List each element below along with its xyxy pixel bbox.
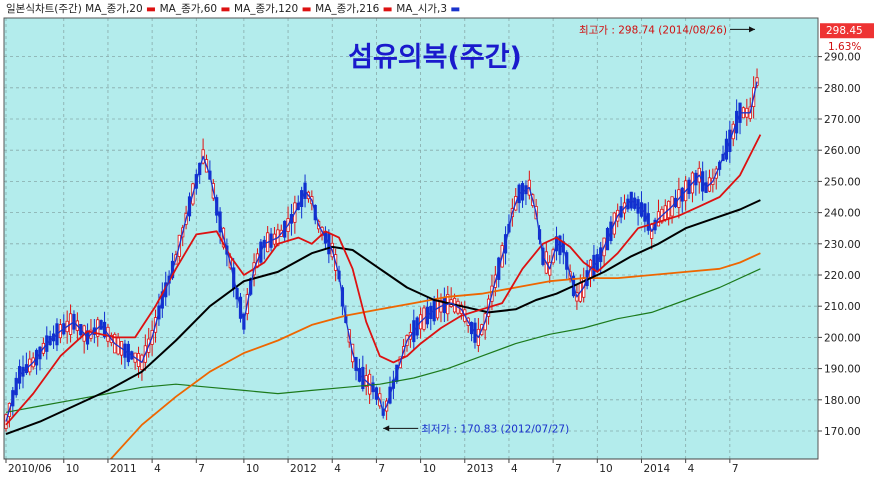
x-tick-label: 2012 bbox=[290, 463, 317, 475]
price-change-label: 1.63% bbox=[828, 41, 861, 53]
legend-swatch: ▬ bbox=[450, 3, 460, 15]
series-line-ma60 bbox=[5, 199, 761, 436]
y-tick-label: 260.00 bbox=[824, 145, 861, 157]
x-tick-label: 4 bbox=[334, 463, 341, 475]
x-tick-label: 7 bbox=[378, 463, 385, 475]
legend-prefix: 일본식차트(주간) bbox=[6, 2, 85, 15]
x-tick-label: 10 bbox=[66, 463, 79, 475]
y-tick-label: 170.00 bbox=[824, 426, 861, 438]
candle-body bbox=[755, 77, 759, 86]
high-arrow-head bbox=[749, 26, 756, 33]
x-axis: 2010/06 10 2011 4 7 10 2012 4 7 10 2013 4 7 10 2014 4 7 bbox=[4, 458, 818, 475]
high-annotation: 최고가 : 298.74 (2014/08/26) bbox=[579, 24, 727, 36]
x-tick-label: 2013 bbox=[467, 463, 494, 475]
legend-swatch: ▬ bbox=[302, 3, 316, 15]
y-tick-label: 210.00 bbox=[824, 301, 861, 313]
y-tick-label: 270.00 bbox=[824, 114, 861, 126]
x-tick-label: 4 bbox=[688, 463, 695, 475]
y-tick-label: 240.00 bbox=[824, 208, 861, 220]
series-lines bbox=[5, 81, 762, 459]
y-tick-label: 280.00 bbox=[824, 83, 861, 95]
y-tick-label: 180.00 bbox=[824, 395, 861, 407]
legend-item: MA_종가,120 bbox=[234, 3, 302, 15]
legend-swatch: ▬ bbox=[146, 3, 160, 15]
current-price-label: 298.45 bbox=[826, 25, 863, 37]
legend-item: MA_종가,20 bbox=[85, 3, 146, 15]
x-tick-label: 2010/06 bbox=[8, 463, 52, 475]
y-tick-label: 290.00 bbox=[824, 52, 861, 64]
x-tick-label: 10 bbox=[599, 463, 612, 475]
legend-swatch: ▬ bbox=[383, 3, 397, 15]
y-axis: 170.00 180.00 190.00 200.00 210.00 220.00 230.… bbox=[818, 52, 861, 438]
series-line-ma216 bbox=[5, 268, 761, 413]
legend-item: MA_종가,60 bbox=[160, 3, 221, 15]
candle-body bbox=[4, 414, 8, 429]
legend-item: MA_종가,216 bbox=[315, 3, 383, 15]
y-tick-label: 230.00 bbox=[824, 239, 861, 251]
x-tick-label: 7 bbox=[732, 463, 739, 475]
chart-title: 섬유의복(주간) bbox=[348, 42, 522, 73]
x-tick-label: 4 bbox=[511, 463, 518, 475]
y-tick-label: 220.00 bbox=[824, 270, 861, 282]
x-tick-label: 2014 bbox=[643, 463, 670, 475]
series-line-ma120 bbox=[109, 252, 761, 459]
low-annotation: 최저가 : 170.83 (2012/07/27) bbox=[421, 423, 569, 435]
x-tick-label: 7 bbox=[555, 463, 562, 475]
annotations: 최고가 : 298.74 (2014/08/26) 최저가 : 170.83 (2… bbox=[383, 23, 874, 435]
current-price-badge bbox=[820, 23, 874, 39]
low-arrow-head bbox=[383, 425, 390, 432]
x-tick-label: 2011 bbox=[110, 463, 137, 475]
y-tick-label: 250.00 bbox=[824, 176, 861, 188]
x-tick-label: 10 bbox=[246, 463, 259, 475]
legend-item: MA_시가,3 bbox=[396, 3, 450, 15]
plot-area bbox=[4, 18, 818, 459]
y-tick-label: 190.00 bbox=[824, 364, 861, 376]
legend-text: 일본식차트(주간) MA_종가,20 ▬ MA_종가,60 ▬ MA_종가,12… bbox=[6, 2, 460, 15]
y-tick-label: 200.00 bbox=[824, 332, 861, 344]
x-tick-label: 4 bbox=[154, 463, 161, 475]
legend-swatch: ▬ bbox=[220, 3, 234, 15]
x-tick-label: 7 bbox=[198, 463, 205, 475]
legend: 일본식차트(주간) MA_종가,20 ▬ MA_종가,60 ▬ MA_종가,12… bbox=[6, 2, 460, 15]
x-tick-label: 10 bbox=[423, 463, 436, 475]
series-line-ma3 bbox=[5, 81, 758, 422]
series-line-ma20 bbox=[5, 134, 762, 426]
